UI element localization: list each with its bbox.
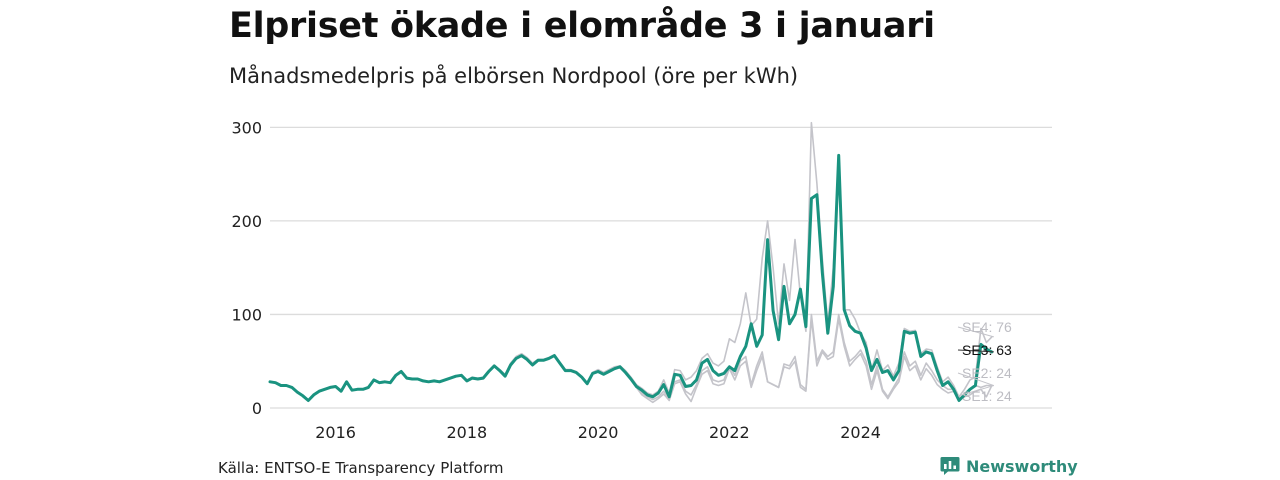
series-label-se4: SE4: 76: [962, 319, 1012, 335]
series-lines: [268, 121, 994, 404]
x-tick-label: 2024: [840, 423, 881, 442]
source-note: Källa: ENTSO-E Transparency Platform: [218, 459, 504, 477]
x-tick-label: 2018: [447, 423, 488, 442]
chart-title: Elpriset ökade i elområde 3 i januari: [229, 6, 935, 46]
series-label-se2: SE2: 24: [962, 365, 1012, 381]
leader-line-se1: [957, 385, 994, 397]
bar-chart-speech-bubble-icon: [940, 457, 960, 475]
gridlines: [270, 126, 1052, 409]
series-end-labels: SE3: 63 SE4: 76 SE2: 24 SE1: 24: [957, 319, 1012, 404]
y-tick-label: 0: [252, 399, 262, 418]
x-axis-ticks: 2016 2018 2020 2022 2024: [315, 423, 881, 442]
y-tick-label: 300: [231, 118, 262, 137]
series-line-se4: [269, 121, 993, 402]
y-tick-label: 200: [231, 212, 262, 231]
leader-line-se2: [957, 372, 995, 387]
x-tick-label: 2022: [709, 423, 750, 442]
chart-subtitle: Månadsmedelpris på elbörsen Nordpool (ör…: [229, 64, 799, 88]
brand-logo: Newsworthy: [940, 456, 1078, 476]
series-label-se1: SE1: 24: [962, 388, 1012, 404]
brand-name: Newsworthy: [966, 456, 1078, 476]
leader-line-se4: [957, 326, 994, 338]
y-tick-label: 100: [231, 305, 262, 324]
series-line-se3: [268, 153, 994, 402]
leader-line-se3: [957, 349, 994, 353]
x-tick-label: 2020: [578, 423, 619, 442]
y-axis-ticks: 0 100 200 300: [231, 118, 262, 418]
series-line-se2: [269, 313, 993, 402]
series-label-se3: SE3: 63: [962, 342, 1012, 358]
x-tick-label: 2016: [315, 423, 356, 442]
